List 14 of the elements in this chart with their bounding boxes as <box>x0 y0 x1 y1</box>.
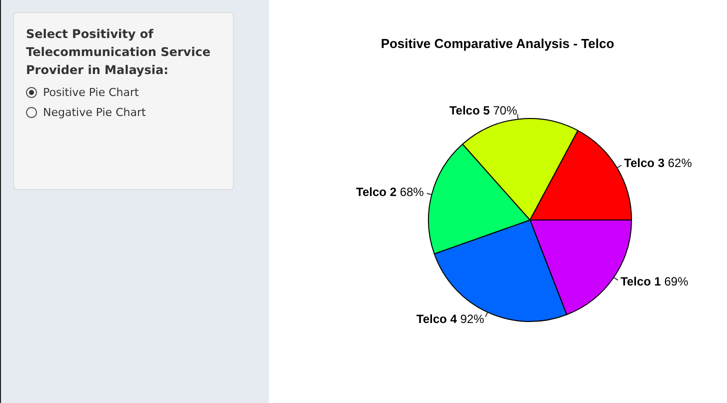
slice-label: Telco 4 <box>416 312 458 326</box>
chart-title: Positive Comparative Analysis - Telco <box>380 36 616 51</box>
text: Select Positivity of Telecommunication Service Provider in Malaysia: <box>26 26 212 79</box>
data-label: 68% <box>396 184 424 199</box>
data-label: 70% <box>490 103 518 118</box>
slice-label: Telco 3 <box>624 156 665 170</box>
data-label: 69% <box>660 274 689 288</box>
slice-label: Telco 2 <box>356 184 397 199</box>
text: Negative Pie Chart <box>43 106 146 119</box>
data-label: 62% <box>664 156 692 170</box>
slice-label: Telco 5 <box>449 103 490 118</box>
slice-label: Telco 1 <box>620 274 662 288</box>
data-label: 92% <box>456 312 485 326</box>
text: Positive Pie Chart <box>43 86 139 99</box>
